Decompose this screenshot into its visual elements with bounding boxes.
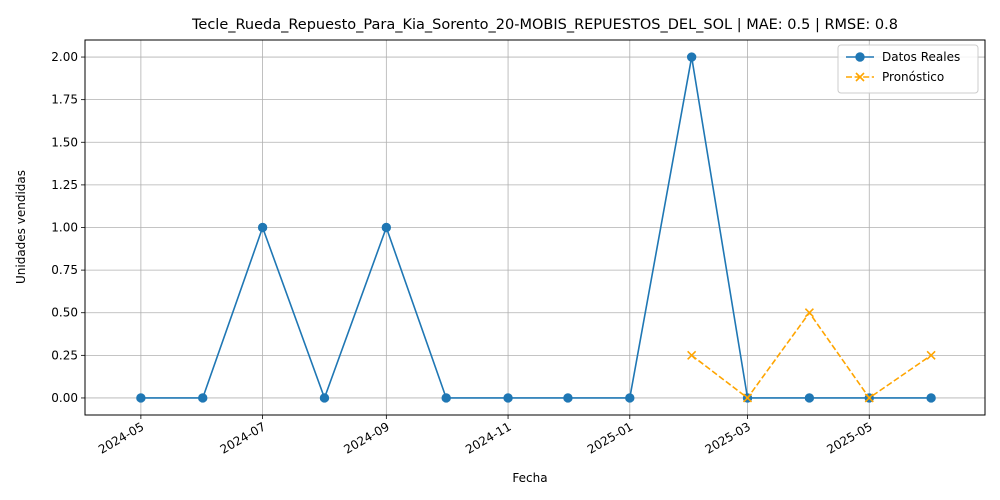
- data-point: [926, 393, 936, 403]
- data-point: [742, 393, 753, 403]
- grid: [85, 40, 985, 415]
- y-tick-label: 1.00: [51, 221, 78, 235]
- legend-swatch-marker: [855, 52, 865, 62]
- series-line: [140, 56, 932, 401]
- legend-label: Datos Reales: [882, 50, 960, 64]
- legend-label: Pronóstico: [882, 70, 944, 84]
- legend: Datos Reales Pronóstico: [837, 44, 979, 94]
- data-point: [625, 393, 635, 403]
- data-point: [381, 222, 392, 233]
- y-tick-label: 0.50: [51, 306, 78, 320]
- y-tick-label: 1.25: [51, 178, 78, 192]
- y-tick-label: 2.00: [51, 50, 78, 64]
- y-tick-label: 0.75: [51, 263, 78, 277]
- data-point: [687, 350, 697, 360]
- series: [136, 52, 936, 403]
- data-point: [198, 393, 208, 403]
- y-tick-label: 1.50: [51, 135, 78, 149]
- y-tick-label: 0.25: [51, 348, 78, 362]
- series-1: [687, 308, 936, 403]
- data-point: [136, 393, 146, 403]
- x-axis-label: Fecha: [512, 471, 547, 485]
- y-tick-label: 1.75: [51, 93, 78, 107]
- data-point: [804, 393, 815, 403]
- data-point: [257, 222, 268, 233]
- data-point: [319, 393, 330, 403]
- chart-title: Tecle_Rueda_Repuesto_Para_Kia_Sorento_20…: [191, 17, 898, 33]
- y-axis-label: Unidades vendidas: [14, 170, 28, 284]
- data-point: [804, 308, 814, 318]
- legend-swatch-marker: [855, 72, 865, 82]
- data-point: [686, 52, 697, 62]
- y-tick-label: 0.00: [51, 391, 78, 405]
- data-point: [864, 393, 874, 403]
- data-point: [563, 393, 573, 403]
- data-point: [503, 393, 513, 403]
- y-axis: 0.00 0.25 0.50 0.75 1.00 1.25 1.50 1.75 2.00: [51, 50, 85, 405]
- data-point: [441, 393, 451, 403]
- data-point: [926, 350, 936, 360]
